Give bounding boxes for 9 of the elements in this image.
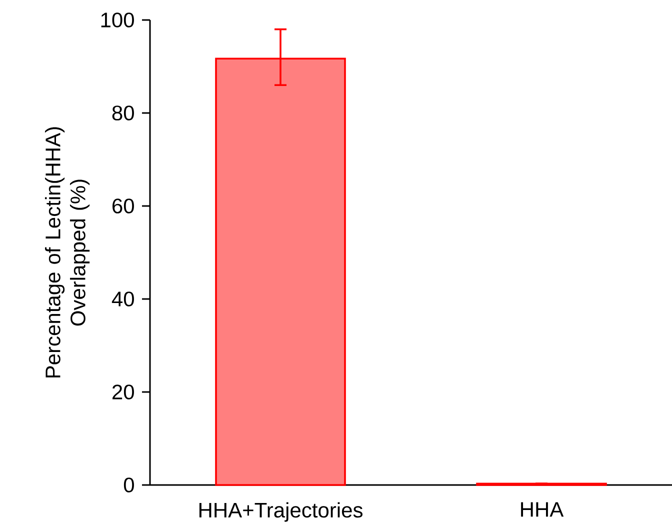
y-tick-label: 100 xyxy=(101,12,134,28)
y-tick-label: 80 xyxy=(112,106,134,120)
y-tick-label: 60 xyxy=(112,198,134,214)
y-tick-label: 20 xyxy=(112,384,134,400)
y-tick-label: 40 xyxy=(112,292,134,306)
y-tick-label: 0 xyxy=(124,478,134,492)
y-axis-title: Percentage of Lectin(HHA) Overlapped (%) xyxy=(44,127,90,378)
x-tick-label: HHA+Trajectories xyxy=(199,502,362,522)
x-tick-label: HHA xyxy=(521,502,564,517)
